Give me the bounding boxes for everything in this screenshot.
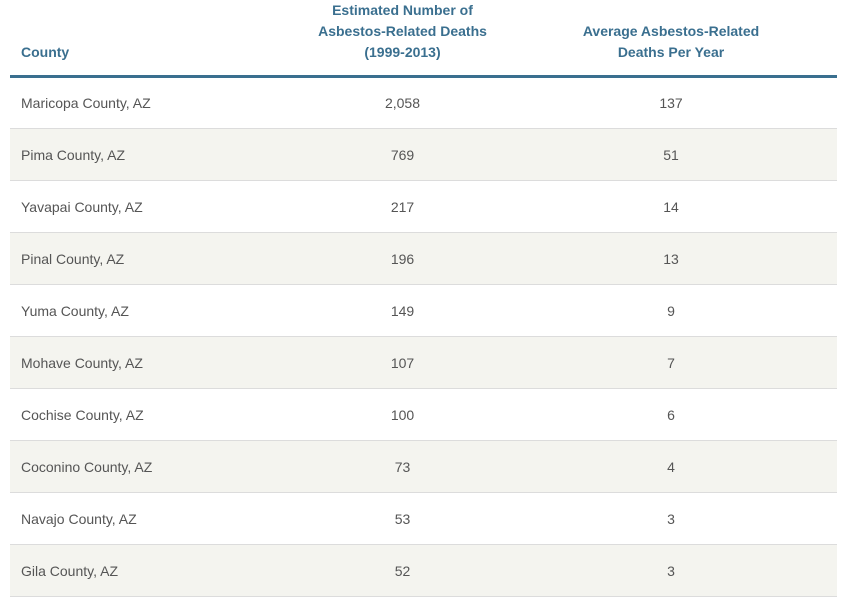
cell-average-deaths: 137 [505,76,837,129]
cell-county: Cochise County, AZ [10,388,300,441]
cell-estimated-deaths: 769 [300,128,505,181]
cell-average-deaths: 3 [505,492,837,545]
cell-county: Gila County, AZ [10,544,300,597]
table-row: Pinal County, AZ 196 13 [10,232,837,285]
header-estimated-deaths: Estimated Number of Asbestos-Related Dea… [300,0,505,78]
cell-average-deaths: 9 [505,284,837,337]
cell-county: Navajo County, AZ [10,492,300,545]
cell-county: Pinal County, AZ [10,232,300,285]
cell-estimated-deaths: 73 [300,440,505,493]
cell-county: Mohave County, AZ [10,336,300,389]
header-county: County [10,0,300,78]
cell-county: Pima County, AZ [10,128,300,181]
cell-estimated-deaths: 107 [300,336,505,389]
cell-county: Yuma County, AZ [10,284,300,337]
header-average-deaths: Average Asbestos-Related Deaths Per Year [505,0,837,78]
header-average-deaths-line2: Deaths Per Year [617,44,725,60]
cell-average-deaths: 6 [505,388,837,441]
cell-estimated-deaths: 217 [300,180,505,233]
asbestos-deaths-table-container: County Estimated Number of Asbestos-Rela… [10,0,837,597]
cell-estimated-deaths: 196 [300,232,505,285]
header-county-label: County [21,44,70,60]
header-row: County Estimated Number of Asbestos-Rela… [10,0,837,78]
table-row: Yuma County, AZ 149 9 [10,284,837,337]
cell-county: Maricopa County, AZ [10,76,300,129]
table-row: Coconino County, AZ 73 4 [10,440,837,493]
table-row: Yavapai County, AZ 217 14 [10,180,837,233]
table-row: Gila County, AZ 52 3 [10,544,837,597]
cell-estimated-deaths: 53 [300,492,505,545]
table-row: Maricopa County, AZ 2,058 137 [10,76,837,129]
cell-estimated-deaths: 2,058 [300,76,505,129]
cell-average-deaths: 7 [505,336,837,389]
header-estimated-deaths-line3: (1999-2013) [364,44,441,60]
cell-county: Yavapai County, AZ [10,180,300,233]
table-row: Pima County, AZ 769 51 [10,128,837,181]
cell-average-deaths: 3 [505,544,837,597]
header-estimated-deaths-line2: Asbestos-Related Deaths [318,23,487,39]
table-row: Navajo County, AZ 53 3 [10,492,837,545]
header-estimated-deaths-line1: Estimated Number of [332,2,473,18]
cell-estimated-deaths: 100 [300,388,505,441]
cell-county: Coconino County, AZ [10,440,300,493]
cell-average-deaths: 51 [505,128,837,181]
table-body: Maricopa County, AZ 2,058 137 Pima Count… [10,76,837,597]
header-average-deaths-line1: Average Asbestos-Related [582,23,760,39]
cell-average-deaths: 4 [505,440,837,493]
cell-average-deaths: 14 [505,180,837,233]
table-row: Cochise County, AZ 100 6 [10,388,837,441]
cell-estimated-deaths: 149 [300,284,505,337]
table-header: County Estimated Number of Asbestos-Rela… [10,0,837,78]
table-row: Mohave County, AZ 107 7 [10,336,837,389]
cell-average-deaths: 13 [505,232,837,285]
cell-estimated-deaths: 52 [300,544,505,597]
asbestos-deaths-table: County Estimated Number of Asbestos-Rela… [10,0,837,597]
